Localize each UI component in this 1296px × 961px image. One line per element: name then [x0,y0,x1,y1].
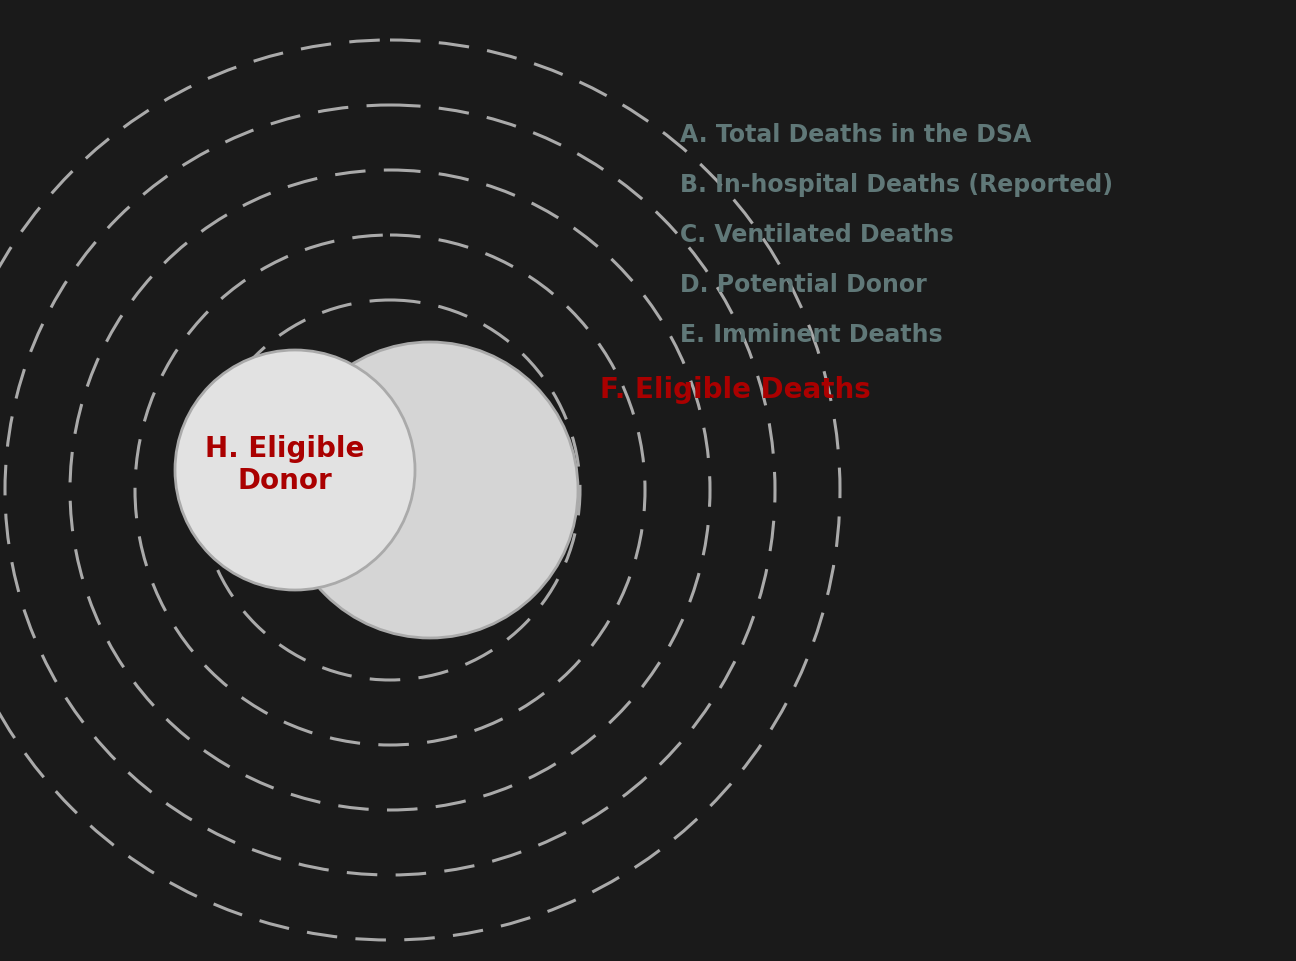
Text: H. Eligible
Donor: H. Eligible Donor [205,434,364,495]
Text: F. Eligible Deaths: F. Eligible Deaths [600,376,871,404]
Text: C. Ventilated Deaths: C. Ventilated Deaths [680,223,954,247]
Text: D. Potential Donor: D. Potential Donor [680,273,927,297]
Circle shape [283,342,578,638]
Text: B. In-hospital Deaths (Reported): B. In-hospital Deaths (Reported) [680,173,1113,197]
Circle shape [175,350,415,590]
Text: E. Imminent Deaths: E. Imminent Deaths [680,323,942,347]
Text: A. Total Deaths in the DSA: A. Total Deaths in the DSA [680,123,1032,147]
